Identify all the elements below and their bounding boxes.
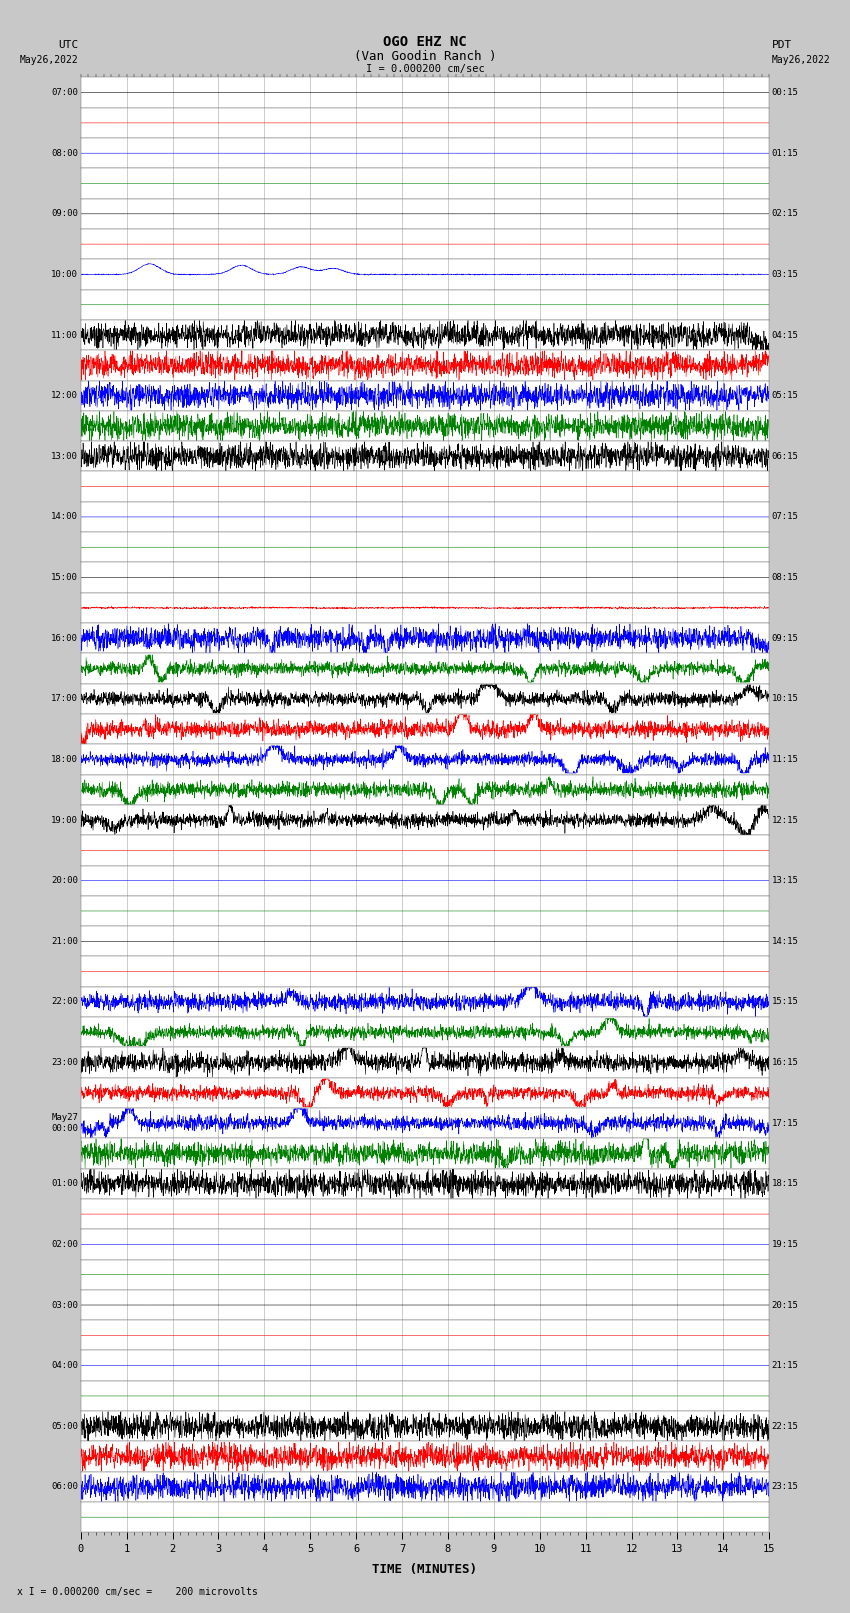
Text: 08:15: 08:15 [772,573,799,582]
Text: 00:15: 00:15 [772,89,799,97]
Text: 22:15: 22:15 [772,1421,799,1431]
Text: 08:00: 08:00 [51,148,78,158]
Text: 19:15: 19:15 [772,1240,799,1248]
Text: 21:00: 21:00 [51,937,78,945]
Text: 21:15: 21:15 [772,1361,799,1369]
Text: 01:00: 01:00 [51,1179,78,1189]
Text: 03:15: 03:15 [772,269,799,279]
Text: UTC: UTC [58,40,78,50]
Text: 20:00: 20:00 [51,876,78,886]
Text: 04:15: 04:15 [772,331,799,340]
Text: May26,2022: May26,2022 [20,55,78,65]
Text: 02:00: 02:00 [51,1240,78,1248]
Text: 12:15: 12:15 [772,816,799,824]
Text: 10:00: 10:00 [51,269,78,279]
Text: 04:00: 04:00 [51,1361,78,1369]
Text: TIME (MINUTES): TIME (MINUTES) [372,1563,478,1576]
Text: 16:15: 16:15 [772,1058,799,1068]
Text: 05:15: 05:15 [772,392,799,400]
Text: 06:15: 06:15 [772,452,799,461]
Text: 18:15: 18:15 [772,1179,799,1189]
Text: 09:00: 09:00 [51,210,78,218]
Text: 13:15: 13:15 [772,876,799,886]
Text: 18:00: 18:00 [51,755,78,765]
Text: 05:00: 05:00 [51,1421,78,1431]
Text: 16:00: 16:00 [51,634,78,642]
Text: OGO EHZ NC: OGO EHZ NC [383,35,467,48]
Text: 01:15: 01:15 [772,148,799,158]
Text: 11:15: 11:15 [772,755,799,765]
Text: 17:00: 17:00 [51,694,78,703]
Text: x I = 0.000200 cm/sec =    200 microvolts: x I = 0.000200 cm/sec = 200 microvolts [17,1587,258,1597]
Text: 07:00: 07:00 [51,89,78,97]
Text: 17:15: 17:15 [772,1119,799,1127]
Text: 20:15: 20:15 [772,1300,799,1310]
Text: 22:00: 22:00 [51,997,78,1007]
Text: (Van Goodin Ranch ): (Van Goodin Ranch ) [354,50,496,63]
Text: 12:00: 12:00 [51,392,78,400]
Text: 19:00: 19:00 [51,816,78,824]
Text: 11:00: 11:00 [51,331,78,340]
Text: 03:00: 03:00 [51,1300,78,1310]
Text: 14:00: 14:00 [51,513,78,521]
Text: I = 0.000200 cm/sec: I = 0.000200 cm/sec [366,65,484,74]
Text: 02:15: 02:15 [772,210,799,218]
Text: 09:15: 09:15 [772,634,799,642]
Text: May27
00:00: May27 00:00 [51,1113,78,1132]
Text: May26,2022: May26,2022 [772,55,830,65]
Text: 23:15: 23:15 [772,1482,799,1492]
Text: 15:15: 15:15 [772,997,799,1007]
Text: 06:00: 06:00 [51,1482,78,1492]
Text: PDT: PDT [772,40,792,50]
Text: 23:00: 23:00 [51,1058,78,1068]
Text: 15:00: 15:00 [51,573,78,582]
Text: 13:00: 13:00 [51,452,78,461]
Text: 07:15: 07:15 [772,513,799,521]
Text: 14:15: 14:15 [772,937,799,945]
Text: 10:15: 10:15 [772,694,799,703]
